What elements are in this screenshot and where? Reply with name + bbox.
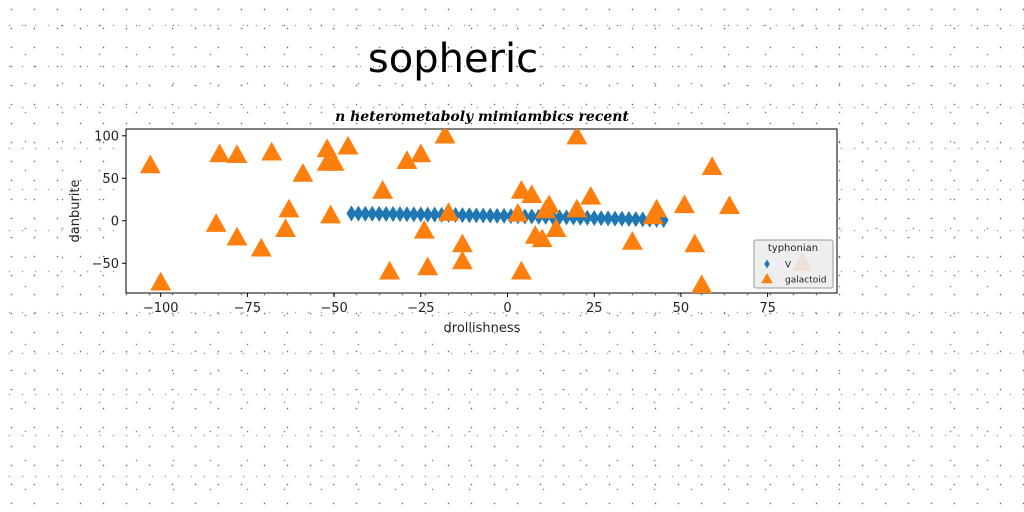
- point-v: [381, 205, 392, 222]
- point-v: [499, 207, 510, 224]
- point-galactoid: [434, 129, 456, 144]
- point-galactoid: [337, 135, 359, 155]
- x-tick-label: −50: [320, 301, 347, 316]
- point-v: [394, 206, 405, 223]
- x-tick-label: 75: [759, 301, 776, 316]
- point-v: [429, 206, 440, 223]
- x-tick-label: −25: [407, 301, 434, 316]
- point-v: [346, 205, 357, 222]
- point-galactoid: [226, 226, 248, 246]
- point-v: [623, 210, 634, 227]
- point-galactoid: [691, 274, 713, 293]
- axes-title: n heterometaboly mimiambics recent: [335, 109, 629, 125]
- point-v: [353, 205, 364, 222]
- point-v: [616, 210, 627, 227]
- point-galactoid: [451, 250, 473, 270]
- point-v: [471, 207, 482, 224]
- point-galactoid: [684, 233, 706, 253]
- point-galactoid: [566, 198, 588, 218]
- point-galactoid: [507, 202, 529, 222]
- x-axis-label: drollishness: [444, 321, 521, 336]
- point-galactoid: [545, 218, 567, 237]
- point-v: [526, 208, 537, 225]
- point-galactoid: [451, 233, 473, 253]
- point-galactoid: [316, 138, 338, 158]
- point-galactoid: [417, 256, 439, 276]
- point-v: [388, 206, 399, 223]
- point-galactoid: [275, 218, 296, 237]
- point-galactoid: [413, 219, 435, 239]
- point-galactoid: [701, 156, 723, 175]
- point-v: [415, 206, 426, 223]
- point-v: [457, 207, 468, 224]
- point-v: [478, 207, 489, 224]
- x-tick-label: 25: [586, 301, 603, 316]
- legend-marker: [764, 259, 770, 269]
- point-v: [367, 205, 378, 222]
- y-tick-label: 100: [94, 129, 119, 144]
- x-tick-label: 50: [673, 301, 690, 316]
- y-tick-label: 50: [102, 172, 119, 187]
- point-v: [464, 207, 475, 224]
- point-v: [630, 211, 641, 228]
- point-galactoid: [510, 260, 532, 280]
- y-axis-label: danburite: [68, 179, 83, 242]
- point-galactoid: [379, 260, 401, 280]
- point-galactoid: [673, 194, 695, 214]
- point-galactoid: [580, 185, 602, 205]
- point-galactoid: [531, 228, 553, 248]
- point-v: [589, 210, 600, 227]
- point-v: [422, 206, 433, 223]
- data-marks: [139, 129, 813, 293]
- point-v: [408, 206, 419, 223]
- point-galactoid: [646, 198, 668, 218]
- legend-title: typhonian: [768, 243, 818, 254]
- point-v: [360, 205, 371, 222]
- point-v: [374, 205, 385, 222]
- point-galactoid: [139, 154, 161, 174]
- point-v: [492, 207, 503, 224]
- point-galactoid: [372, 180, 394, 199]
- point-galactoid: [621, 231, 643, 250]
- point-galactoid: [209, 143, 231, 163]
- legend-marker: [761, 272, 773, 284]
- x-tick-label: −100: [143, 301, 179, 316]
- figure-title: sopheric: [368, 36, 538, 82]
- point-galactoid: [150, 271, 172, 291]
- point-v: [610, 210, 621, 227]
- y-axis: −50 0 50 100: [92, 129, 126, 272]
- point-galactoid: [250, 237, 272, 257]
- legend-label: galactoid: [785, 276, 826, 286]
- point-v: [485, 207, 496, 224]
- point-galactoid: [521, 184, 543, 203]
- point-galactoid: [226, 144, 248, 164]
- legend-label: V: [785, 261, 792, 271]
- y-tick-label: −50: [92, 257, 119, 272]
- point-v: [596, 210, 607, 227]
- point-v: [401, 206, 412, 223]
- x-axis: −100 −75 −50 −25 0 25 50 75: [143, 293, 776, 316]
- point-galactoid: [278, 198, 300, 218]
- point-galactoid: [719, 195, 740, 215]
- point-galactoid: [320, 204, 342, 224]
- point-galactoid: [410, 143, 432, 163]
- x-tick-label: −75: [234, 301, 261, 316]
- point-v: [603, 210, 614, 227]
- point-galactoid: [205, 213, 227, 232]
- point-galactoid: [538, 194, 560, 214]
- point-galactoid: [261, 141, 283, 161]
- x-tick-label: 0: [503, 301, 511, 316]
- point-galactoid: [566, 129, 588, 145]
- legend-box: [753, 239, 834, 289]
- point-galactoid: [438, 202, 460, 221]
- point-galactoid: [396, 150, 418, 169]
- y-tick-label: 0: [111, 214, 119, 229]
- point-galactoid: [323, 151, 345, 171]
- point-galactoid: [292, 163, 314, 182]
